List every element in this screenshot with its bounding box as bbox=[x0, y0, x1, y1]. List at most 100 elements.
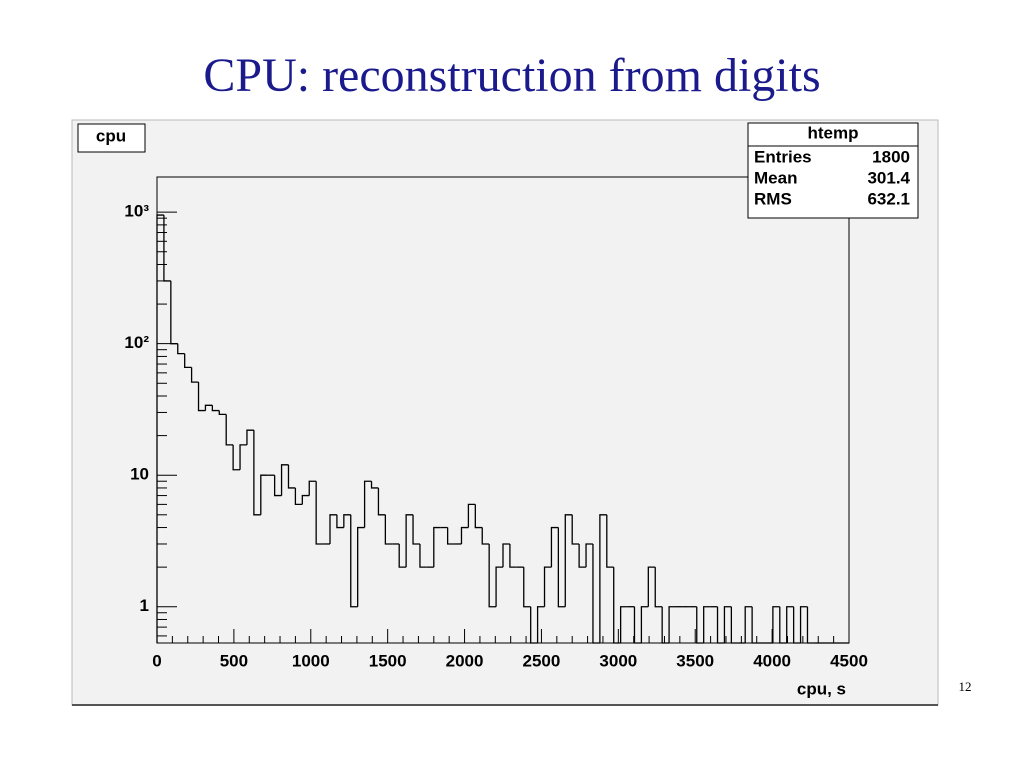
page-number: 12 bbox=[959, 679, 972, 694]
hist-label: cpu bbox=[96, 126, 126, 145]
hist-bin bbox=[211, 405, 220, 412]
hist-bin bbox=[779, 606, 787, 644]
hist-bin bbox=[806, 606, 815, 644]
hist-bin bbox=[350, 514, 358, 608]
hist-bin bbox=[585, 543, 593, 568]
hist-bin bbox=[530, 606, 538, 644]
stats-key: Mean bbox=[754, 168, 797, 187]
hist-bin bbox=[613, 567, 621, 644]
slide-title: CPU: reconstruction from digits bbox=[203, 49, 820, 102]
hist-bin bbox=[170, 280, 178, 345]
stats-key: RMS bbox=[754, 189, 792, 208]
x-tick-label: 3000 bbox=[599, 651, 637, 670]
hist-bin bbox=[343, 514, 351, 528]
hist-bin bbox=[301, 494, 310, 505]
hist-bin bbox=[329, 514, 337, 544]
hist-bin bbox=[294, 487, 303, 506]
hist-bin bbox=[412, 514, 420, 545]
y-tick-label: 10³ bbox=[124, 202, 149, 221]
hist-bin bbox=[744, 606, 753, 643]
hist-bin bbox=[799, 606, 808, 643]
x-tick-label: 2500 bbox=[523, 651, 561, 670]
hist-bin bbox=[723, 606, 732, 643]
hist-bin bbox=[225, 414, 234, 446]
y-tick-label: 1 bbox=[140, 596, 149, 615]
hist-bin bbox=[543, 566, 552, 607]
x-tick-label: 1000 bbox=[292, 651, 330, 670]
hist-bin bbox=[253, 430, 261, 516]
stats-value: 632.1 bbox=[867, 189, 910, 208]
x-tick-label: 0 bbox=[152, 651, 161, 670]
hist-bin bbox=[474, 504, 483, 529]
stats-value: 301.4 bbox=[867, 168, 910, 187]
x-tick-label: 4500 bbox=[830, 651, 868, 670]
hist-bin bbox=[336, 514, 344, 529]
hist-bin bbox=[751, 606, 760, 644]
hist-bin bbox=[502, 543, 510, 568]
hist-bin bbox=[190, 367, 199, 383]
hist-bin bbox=[619, 606, 628, 643]
hist-bin bbox=[696, 606, 704, 644]
hist-bin bbox=[606, 514, 614, 568]
hist-bin bbox=[592, 543, 600, 644]
y-tick-label: 10² bbox=[124, 333, 149, 352]
x-tick-label: 3500 bbox=[676, 651, 714, 670]
hist-bin bbox=[578, 543, 587, 568]
stats-value: 1800 bbox=[872, 147, 910, 166]
hist-bin bbox=[523, 567, 531, 608]
hist-bin bbox=[232, 444, 241, 471]
hist-bin bbox=[419, 543, 427, 568]
hist-bin bbox=[571, 514, 580, 545]
hist-bin bbox=[273, 475, 282, 497]
hist-bin bbox=[246, 429, 254, 445]
hist-bin bbox=[197, 382, 206, 412]
hist-bin bbox=[377, 487, 386, 516]
label-box bbox=[77, 123, 146, 153]
hist-bin bbox=[481, 527, 490, 545]
hist-bin bbox=[315, 481, 324, 545]
hist-bin bbox=[156, 214, 164, 643]
x-tick-label: 4000 bbox=[753, 651, 791, 670]
hist-bin bbox=[716, 606, 725, 644]
hist-bin bbox=[184, 353, 192, 369]
hist-bin bbox=[357, 526, 365, 607]
x-tick-label: 1500 bbox=[369, 651, 407, 670]
hist-bin bbox=[260, 474, 268, 515]
stats-key: Entries bbox=[754, 147, 812, 166]
stats-title: htemp bbox=[808, 123, 859, 142]
hist-bin bbox=[536, 606, 545, 643]
hist-bin bbox=[384, 514, 393, 545]
hist-bin bbox=[398, 543, 407, 568]
hist-bin bbox=[599, 514, 607, 643]
x-axis-label: cpu, s bbox=[797, 679, 846, 698]
hist-bin bbox=[647, 566, 656, 607]
hist-bin bbox=[287, 464, 296, 489]
hist-bin bbox=[280, 464, 289, 496]
hist-bin bbox=[177, 343, 185, 355]
hist-bin bbox=[640, 606, 649, 643]
hist-bin bbox=[433, 526, 441, 568]
hist-bin bbox=[370, 481, 379, 489]
hist-bin bbox=[703, 606, 711, 643]
hist-bin bbox=[239, 444, 247, 470]
hist-bin bbox=[633, 606, 642, 644]
hist-bin bbox=[204, 404, 213, 411]
hist-bin bbox=[218, 410, 227, 416]
hist-bin bbox=[668, 606, 676, 643]
x-tick-label: 2000 bbox=[446, 651, 484, 670]
hist-bin bbox=[467, 503, 476, 528]
hist-bin bbox=[488, 543, 497, 608]
hist-bin bbox=[564, 514, 573, 607]
hist-bin bbox=[557, 527, 566, 608]
plot-frame bbox=[156, 176, 850, 644]
x-tick-label: 500 bbox=[220, 651, 248, 670]
stats-box bbox=[747, 122, 919, 219]
hist-bin bbox=[550, 526, 559, 568]
hist-bin bbox=[163, 215, 171, 282]
y-tick-label: 10 bbox=[130, 465, 149, 484]
hist-bin bbox=[509, 543, 517, 568]
hist-bin bbox=[792, 606, 801, 644]
hist-bin bbox=[654, 567, 663, 608]
hist-bin bbox=[460, 526, 469, 544]
